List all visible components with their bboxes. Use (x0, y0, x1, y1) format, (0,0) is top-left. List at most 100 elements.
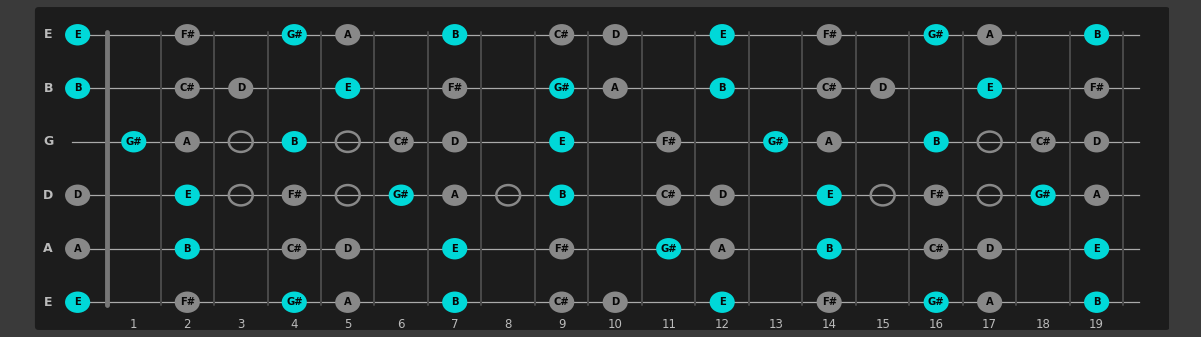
Text: F#: F# (287, 190, 301, 200)
Ellipse shape (335, 78, 360, 99)
Ellipse shape (1085, 292, 1110, 313)
Text: F#: F# (662, 137, 676, 147)
Ellipse shape (174, 78, 199, 99)
Ellipse shape (1085, 78, 1110, 99)
Text: G#: G# (286, 30, 303, 40)
Ellipse shape (65, 78, 90, 99)
Text: F#: F# (447, 83, 462, 93)
Ellipse shape (549, 131, 574, 152)
Ellipse shape (549, 238, 574, 259)
Ellipse shape (1085, 24, 1110, 45)
Ellipse shape (442, 292, 467, 313)
Ellipse shape (174, 238, 199, 259)
Text: 5: 5 (343, 318, 352, 331)
Ellipse shape (121, 131, 147, 152)
Text: 15: 15 (876, 318, 890, 331)
Text: B: B (932, 137, 940, 147)
Text: E: E (558, 137, 566, 147)
Ellipse shape (282, 24, 306, 45)
Ellipse shape (389, 131, 414, 152)
Ellipse shape (442, 78, 467, 99)
Ellipse shape (65, 292, 90, 313)
Text: G#: G# (126, 137, 142, 147)
Text: C#: C# (179, 83, 195, 93)
Text: D: D (450, 137, 459, 147)
Text: 17: 17 (982, 318, 997, 331)
Text: A: A (343, 297, 352, 307)
Text: B: B (718, 83, 725, 93)
FancyBboxPatch shape (32, 4, 1172, 333)
Text: F#: F# (821, 297, 837, 307)
Ellipse shape (817, 131, 842, 152)
Ellipse shape (389, 185, 414, 206)
Ellipse shape (924, 292, 949, 313)
Text: C#: C# (554, 297, 569, 307)
Ellipse shape (442, 131, 467, 152)
Ellipse shape (817, 78, 842, 99)
Ellipse shape (282, 131, 306, 152)
Text: B: B (43, 82, 53, 95)
Ellipse shape (174, 131, 199, 152)
Ellipse shape (549, 292, 574, 313)
Text: A: A (73, 244, 82, 254)
Text: A: A (184, 137, 191, 147)
Ellipse shape (65, 238, 90, 259)
Ellipse shape (174, 292, 199, 313)
Text: C#: C# (287, 244, 303, 254)
Text: 1: 1 (130, 318, 138, 331)
Text: C#: C# (554, 30, 569, 40)
Text: C#: C# (394, 137, 410, 147)
Ellipse shape (978, 238, 1002, 259)
Ellipse shape (710, 238, 735, 259)
Ellipse shape (1085, 238, 1110, 259)
Text: D: D (43, 189, 53, 202)
Text: G#: G# (393, 190, 410, 200)
Text: B: B (825, 244, 833, 254)
Ellipse shape (174, 24, 199, 45)
Text: G#: G# (554, 83, 570, 93)
Text: A: A (986, 297, 993, 307)
Ellipse shape (442, 238, 467, 259)
Ellipse shape (549, 185, 574, 206)
Text: E: E (44, 296, 53, 309)
Text: 8: 8 (504, 318, 512, 331)
Text: E: E (719, 30, 725, 40)
Text: 9: 9 (558, 318, 566, 331)
Ellipse shape (656, 238, 681, 259)
Ellipse shape (442, 24, 467, 45)
Text: B: B (452, 297, 459, 307)
Text: 13: 13 (769, 318, 783, 331)
Text: 12: 12 (715, 318, 730, 331)
Ellipse shape (817, 24, 842, 45)
Text: G#: G# (928, 297, 944, 307)
Text: D: D (611, 30, 620, 40)
Ellipse shape (656, 185, 681, 206)
Ellipse shape (603, 24, 628, 45)
Text: D: D (879, 83, 886, 93)
Text: B: B (291, 137, 298, 147)
Text: E: E (452, 244, 458, 254)
Text: G#: G# (1035, 190, 1051, 200)
Text: A: A (43, 242, 53, 255)
Ellipse shape (978, 78, 1002, 99)
Text: A: A (611, 83, 619, 93)
Ellipse shape (174, 185, 199, 206)
Ellipse shape (870, 78, 895, 99)
Ellipse shape (1030, 185, 1056, 206)
Text: D: D (237, 83, 245, 93)
Text: 14: 14 (821, 318, 837, 331)
Ellipse shape (603, 292, 628, 313)
Text: A: A (343, 30, 352, 40)
Text: F#: F# (554, 244, 569, 254)
Ellipse shape (656, 131, 681, 152)
Ellipse shape (924, 24, 949, 45)
Text: C#: C# (821, 83, 837, 93)
Text: D: D (343, 244, 352, 254)
Ellipse shape (549, 24, 574, 45)
Text: A: A (825, 137, 833, 147)
Text: B: B (74, 83, 82, 93)
Text: G#: G# (661, 244, 677, 254)
Ellipse shape (335, 292, 360, 313)
Text: A: A (986, 30, 993, 40)
Text: B: B (184, 244, 191, 254)
